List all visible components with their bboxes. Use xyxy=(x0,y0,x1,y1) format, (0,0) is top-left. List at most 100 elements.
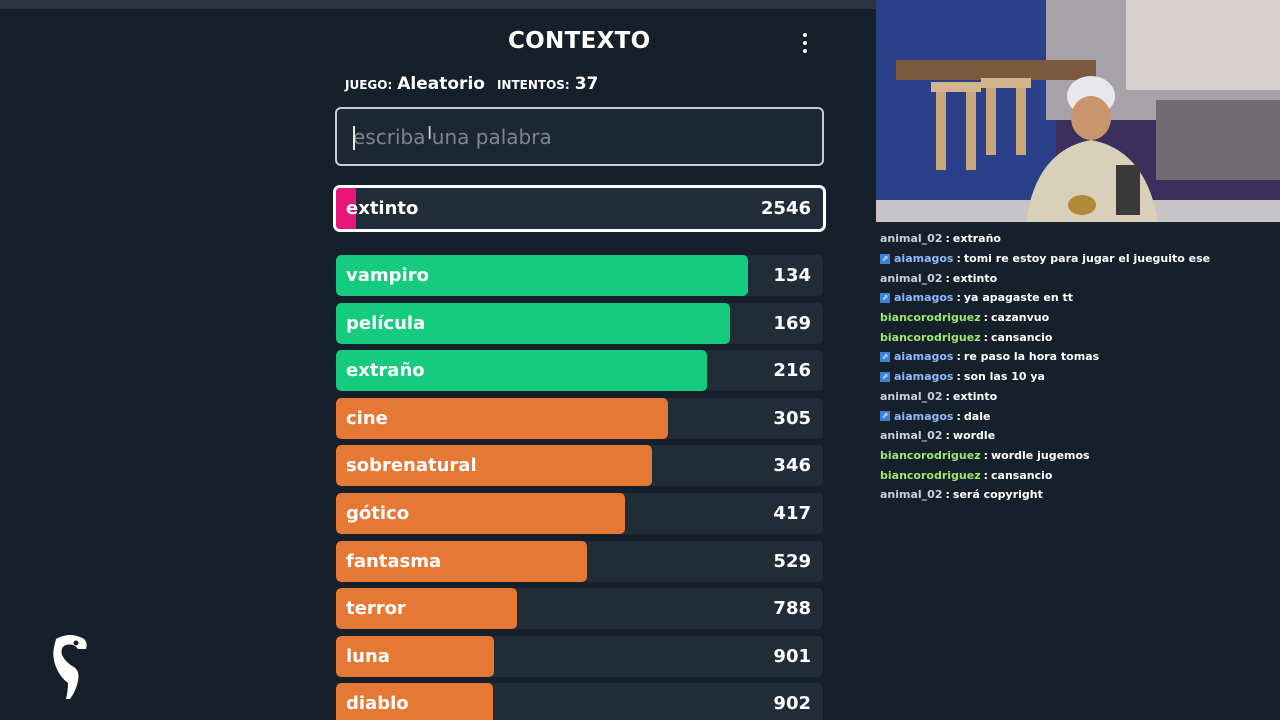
chat-separator: : xyxy=(945,488,950,502)
guess-row: cine 305 xyxy=(336,397,823,439)
chat-separator: : xyxy=(956,252,961,266)
chat-text: wordle jugemos xyxy=(991,448,1090,462)
guess-row: terror 788 xyxy=(336,588,823,630)
guess-bar xyxy=(336,350,708,392)
chat-text: cansancio xyxy=(991,468,1053,482)
guess-row: sobrenatural 346 xyxy=(336,445,823,487)
chat-separator: : xyxy=(956,370,961,384)
guess-row: vampiro 134 xyxy=(336,255,823,296)
subscriber-badge-icon: ⇗ xyxy=(880,371,890,382)
guess-bar xyxy=(336,302,730,344)
guess-rank: 346 xyxy=(773,455,811,477)
guess-row: luna 901 xyxy=(336,635,823,677)
chat-separator: : xyxy=(956,291,961,305)
guess-word: terror xyxy=(346,598,406,620)
guess-bar xyxy=(336,588,518,630)
current-guess-word: extinto xyxy=(346,198,419,219)
chat-message: biancorodriguez: cansancio xyxy=(880,327,1276,347)
chat-username[interactable]: biancorodriguez xyxy=(880,448,981,462)
chat-separator: : xyxy=(983,468,989,482)
chat-text: cansancio xyxy=(991,330,1053,344)
chat-username[interactable]: aiamagos xyxy=(894,350,954,364)
current-guess-rank: 2546 xyxy=(760,198,811,219)
chat-text: wordle xyxy=(952,429,996,443)
chat-message: ⇗ aiamagos: ya apagaste en tt xyxy=(880,288,1276,308)
chat-username[interactable]: aiamagos xyxy=(894,370,954,384)
guess-word: luna xyxy=(346,645,390,667)
chat-message: ⇗ aiamagos: tomi re estoy para jugar el ju… xyxy=(880,249,1276,269)
chat-text: ya apagaste en tt xyxy=(963,291,1074,305)
chat-message: ⇗ aiamagos: son las 10 ya xyxy=(880,367,1276,387)
top-bar xyxy=(0,0,876,9)
chat-message: animal_02: será copyright xyxy=(880,485,1276,505)
guess-bar xyxy=(336,492,625,534)
guess-rank: 134 xyxy=(773,265,811,286)
chat-separator: : xyxy=(945,429,950,443)
chat-username[interactable]: animal_02 xyxy=(880,389,943,403)
guess-rank: 529 xyxy=(773,550,811,572)
chat-message: biancorodriguez: cazanvuo xyxy=(880,308,1276,328)
chat-text: será copyright xyxy=(952,488,1043,502)
subscriber-badge-icon: ⇗ xyxy=(880,292,890,303)
chat-text: son las 10 ya xyxy=(963,370,1045,384)
guess-word: fantasma xyxy=(346,550,442,572)
chat-separator: : xyxy=(956,350,961,364)
chat-text: extraño xyxy=(952,232,1001,246)
guess-word: película xyxy=(346,312,426,334)
guess-rank: 788 xyxy=(773,598,811,620)
chat-username[interactable]: aiamagos xyxy=(894,409,954,423)
subscriber-badge-icon: ⇗ xyxy=(880,253,890,264)
game-title: CONTEXTO xyxy=(508,28,651,54)
chat-message: animal_02: extraño xyxy=(880,229,1276,249)
current-guess: extinto 2546 xyxy=(333,185,826,232)
chat-username[interactable]: aiamagos xyxy=(894,291,954,305)
chat-username[interactable]: aiamagos xyxy=(894,252,954,266)
text-cursor-icon: I xyxy=(427,123,433,144)
word-input-container[interactable]: I xyxy=(335,107,824,166)
guess-rank: 305 xyxy=(773,407,811,429)
chat-username[interactable]: biancorodriguez xyxy=(880,330,981,344)
guess-rank: 901 xyxy=(773,645,811,667)
juego-value: Aleatorio xyxy=(397,74,485,94)
chat-text: extinto xyxy=(952,271,998,285)
chat-message: animal_02: wordle xyxy=(880,426,1276,446)
guess-bar xyxy=(336,255,748,296)
chat-text: tomi re estoy para jugar el jueguito ese xyxy=(963,252,1211,266)
chat-username[interactable]: animal_02 xyxy=(880,429,943,443)
channel-logo-icon xyxy=(53,635,87,699)
chat-message: animal_02: extinto xyxy=(880,268,1276,288)
chat-separator: : xyxy=(945,389,950,403)
guess-word: diablo xyxy=(346,693,409,715)
game-info: JUEGO: Aleatorio INTENTOS: 37 xyxy=(345,74,610,94)
chat-panel: animal_02: extraño ⇗ aiamagos: tomi re estoy… xyxy=(876,222,1280,720)
chat-separator: : xyxy=(983,448,989,462)
chat-username[interactable]: animal_02 xyxy=(880,488,943,502)
guess-row: extraño 216 xyxy=(336,350,823,392)
chat-message: biancorodriguez: cansancio xyxy=(880,465,1276,485)
chat-username[interactable]: animal_02 xyxy=(880,232,943,246)
juego-label: JUEGO: xyxy=(345,78,393,92)
guess-rank: 902 xyxy=(773,693,811,715)
guess-rank: 216 xyxy=(773,360,811,382)
guess-row: diablo 902 xyxy=(336,683,823,720)
chat-text: dale xyxy=(963,409,991,423)
intentos-label: INTENTOS: xyxy=(496,78,570,92)
subscriber-badge-icon: ⇗ xyxy=(880,411,890,422)
chat-message: ⇗ aiamagos: dale xyxy=(880,406,1276,426)
more-options-icon[interactable] xyxy=(798,33,812,53)
current-guess-bar xyxy=(336,188,356,229)
guess-word: vampiro xyxy=(346,265,429,286)
intentos-value: 37 xyxy=(574,74,599,94)
chat-username[interactable]: animal_02 xyxy=(880,271,943,285)
chat-message: animal_02: extinto xyxy=(880,387,1276,407)
chat-message: biancorodriguez: wordle jugemos xyxy=(880,446,1276,466)
chat-separator: : xyxy=(956,409,961,423)
chat-separator: : xyxy=(983,330,989,344)
guess-word: cine xyxy=(346,407,388,429)
chat-username[interactable]: biancorodriguez xyxy=(880,468,981,482)
webcam-feed xyxy=(876,0,1280,222)
word-input[interactable] xyxy=(337,109,822,164)
chat-separator: : xyxy=(945,232,950,246)
chat-username[interactable]: biancorodriguez xyxy=(880,311,981,325)
guess-word: gótico xyxy=(346,502,410,524)
